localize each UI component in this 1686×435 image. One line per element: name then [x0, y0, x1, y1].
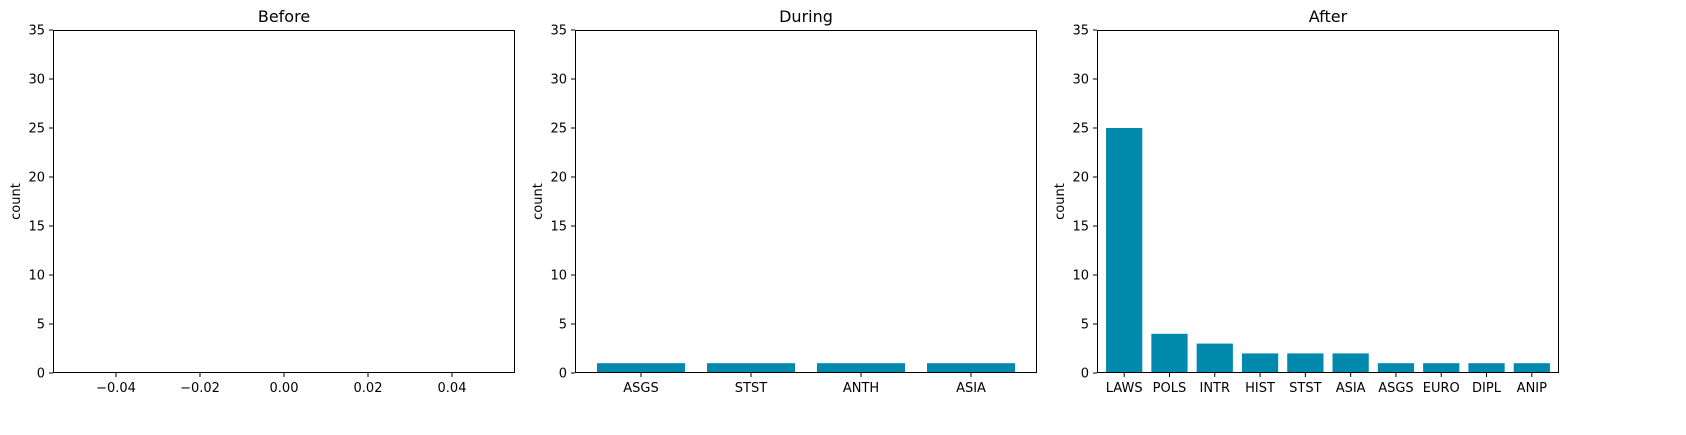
y-tick-label: 35	[1072, 24, 1089, 39]
axes-frame	[575, 30, 1037, 373]
chart-panel-before: −0.04 −0.02 0.00 0.02 0.04 0 5 10 15 20 25 30 35 Befo…	[9, 7, 515, 396]
x-tick-label: −0.02	[180, 381, 220, 396]
x-tick-label: ANIP	[1517, 381, 1547, 396]
x-tick-label: ASIA	[1336, 381, 1366, 396]
bar-stst	[1287, 353, 1324, 373]
bar-intr	[1196, 343, 1233, 373]
y-tick-label: 0	[1081, 367, 1089, 382]
bar-euro	[1423, 363, 1460, 373]
x-tick-label: 0.04	[438, 381, 467, 396]
bar-pols	[1151, 333, 1188, 373]
chart-title: During	[779, 7, 833, 26]
bar-stst	[707, 363, 795, 373]
y-tick-label: 30	[550, 73, 567, 88]
x-tick-label: 0.00	[270, 381, 299, 396]
y-tick-label: 25	[28, 122, 45, 137]
y-tick-label: 25	[1072, 122, 1089, 137]
chart-title: After	[1309, 7, 1348, 26]
y-tick-label: 30	[28, 73, 45, 88]
x-tick-label: EURO	[1423, 381, 1460, 396]
chart-title: Before	[258, 7, 310, 26]
y-tick-label: 35	[550, 24, 567, 39]
y-tick-label: 0	[559, 367, 567, 382]
y-tick-label: 15	[550, 220, 567, 235]
bar-anth	[817, 363, 905, 373]
y-tick-label: 30	[1072, 73, 1089, 88]
y-tick-label: 10	[1072, 269, 1089, 284]
y-tick-label: 10	[28, 269, 45, 284]
y-axis-label: count	[1053, 183, 1068, 220]
x-tick-label: LAWS	[1106, 381, 1143, 396]
x-tick-label: ASIA	[956, 381, 986, 396]
y-tick-label: 20	[28, 171, 45, 186]
y-tick-label: 5	[37, 318, 45, 333]
x-tick-label: POLS	[1153, 381, 1187, 396]
y-axis-label: count	[531, 183, 546, 220]
bar-hist	[1241, 353, 1279, 373]
x-tick-label: ASGS	[623, 381, 658, 396]
chart-panel-after: LAWS POLS INTR HIST STST ASIA ASGS EURO DIPL ANIP…	[1053, 7, 1559, 396]
y-axis-label: count	[9, 183, 24, 220]
axes-frame	[53, 30, 515, 373]
y-tick-label: 35	[28, 24, 45, 39]
bar-asgs	[1377, 363, 1415, 373]
x-tick-label: STST	[735, 381, 767, 396]
y-tick-label: 20	[1072, 171, 1089, 186]
x-tick-label: 0.02	[354, 381, 383, 396]
y-tick-label: 15	[1072, 220, 1089, 235]
panels: −0.04 −0.02 0.00 0.02 0.04 0 5 10 15 20 25 30 35 Befo…	[9, 7, 1559, 396]
bar-dipl	[1468, 363, 1505, 373]
x-tick-label: HIST	[1245, 381, 1275, 396]
x-tick-label: ASGS	[1378, 381, 1413, 396]
axes-frame	[1097, 30, 1559, 373]
y-tick-label: 25	[550, 122, 567, 137]
chart-panel-during: ASGS STST ANTH ASIA 0 5 10 15 20 25 30 35 During coun…	[531, 7, 1037, 396]
y-tick-label: 0	[37, 367, 45, 382]
bar-anip	[1513, 363, 1550, 373]
x-tick-label: DIPL	[1472, 381, 1502, 396]
bar-asia	[927, 363, 1015, 373]
x-tick-label: INTR	[1199, 381, 1230, 396]
y-tick-label: 5	[1081, 318, 1089, 333]
x-tick-label: ANTH	[843, 381, 879, 396]
y-tick-label: 5	[559, 318, 567, 333]
bar-laws	[1106, 128, 1143, 373]
y-tick-label: 10	[550, 269, 567, 284]
y-tick-label: 20	[550, 171, 567, 186]
x-tick-label: −0.04	[96, 381, 136, 396]
y-tick-label: 15	[28, 220, 45, 235]
bar-asia	[1332, 353, 1369, 373]
x-tick-label: STST	[1289, 381, 1321, 396]
bar-asgs	[597, 363, 685, 373]
